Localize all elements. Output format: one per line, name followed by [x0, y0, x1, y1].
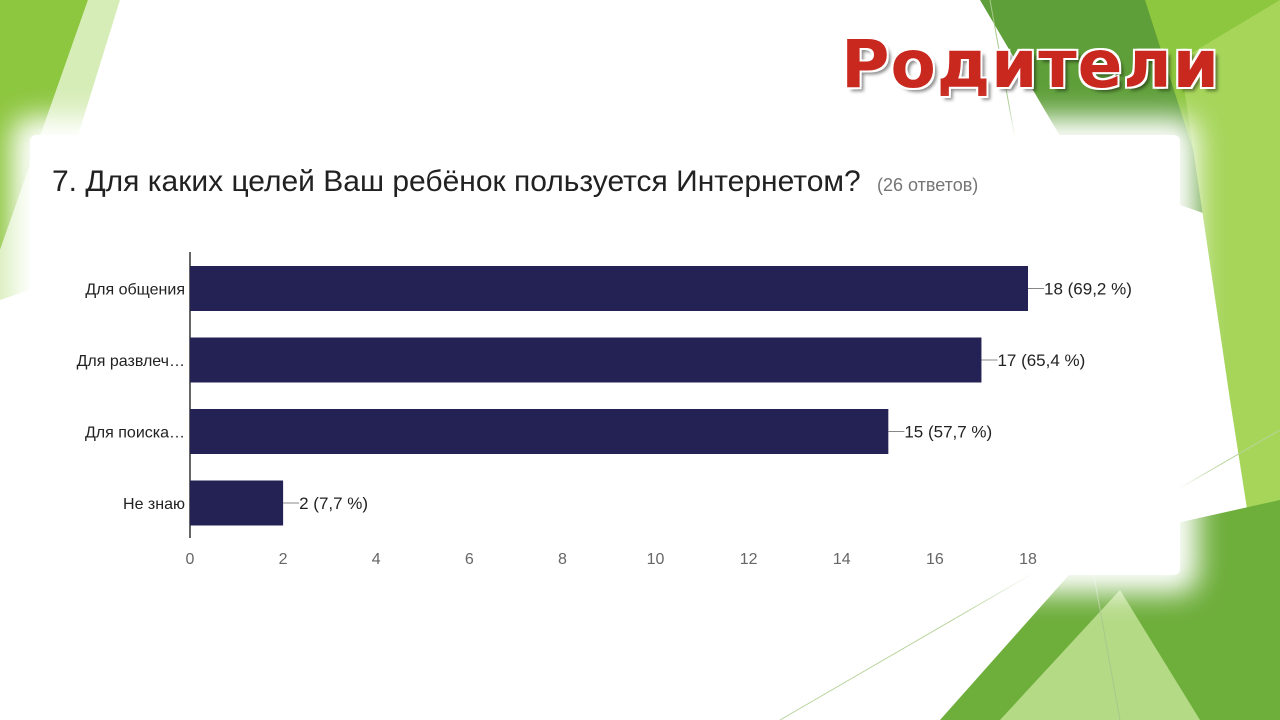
category-label-3: Не знаю — [123, 496, 185, 513]
category-label-2: Для поиска… — [85, 425, 185, 442]
bg-green-bottom-pale — [1000, 590, 1200, 720]
x-tick-label-9: 18 — [1019, 551, 1037, 568]
x-tick-label-3: 6 — [465, 551, 474, 568]
category-label-1: Для развлеч… — [77, 353, 185, 370]
data-label-3: 2 (7,7 %) — [299, 494, 368, 513]
response-count: (26 ответов) — [877, 175, 979, 195]
x-tick-label-5: 10 — [647, 551, 665, 568]
bar-3 — [190, 480, 284, 526]
question-text: 7. Для каких целей Ваш ребёнок пользуетс… — [52, 165, 861, 198]
x-tick-label-1: 2 — [279, 551, 288, 568]
data-label-1: 17 (65,4 %) — [997, 351, 1085, 370]
category-label-0: Для общения — [85, 282, 185, 299]
data-label-0: 18 (69,2 %) — [1044, 280, 1132, 299]
x-tick-label-7: 14 — [833, 551, 851, 568]
x-tick-label-8: 16 — [926, 551, 944, 568]
x-tick-label-2: 4 — [372, 551, 381, 568]
x-tick-label-0: 0 — [186, 551, 195, 568]
bar-1 — [190, 337, 982, 383]
bar-0 — [190, 266, 1028, 311]
data-label-2: 15 (57,7 %) — [904, 423, 992, 442]
bg-thin-line-2 — [779, 429, 1280, 720]
slide-title: Родители — [841, 26, 1220, 103]
question-title: 7. Для каких целей Ваш ребёнок пользуетс… — [52, 165, 978, 199]
x-tick-label-6: 12 — [740, 551, 758, 568]
x-tick-label-4: 8 — [558, 551, 567, 568]
bar-2 — [190, 409, 889, 454]
